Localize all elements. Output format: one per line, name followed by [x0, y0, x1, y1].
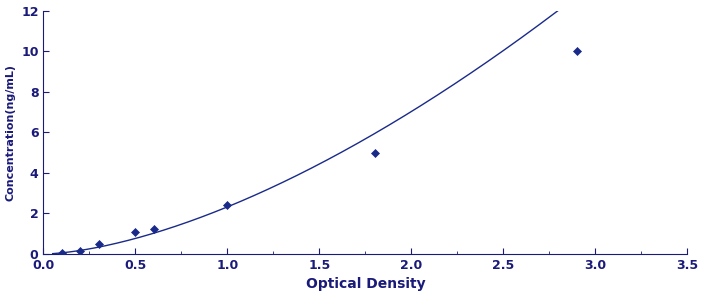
- X-axis label: Optical Density: Optical Density: [306, 277, 425, 291]
- Y-axis label: Concentration(ng/mL): Concentration(ng/mL): [6, 64, 15, 201]
